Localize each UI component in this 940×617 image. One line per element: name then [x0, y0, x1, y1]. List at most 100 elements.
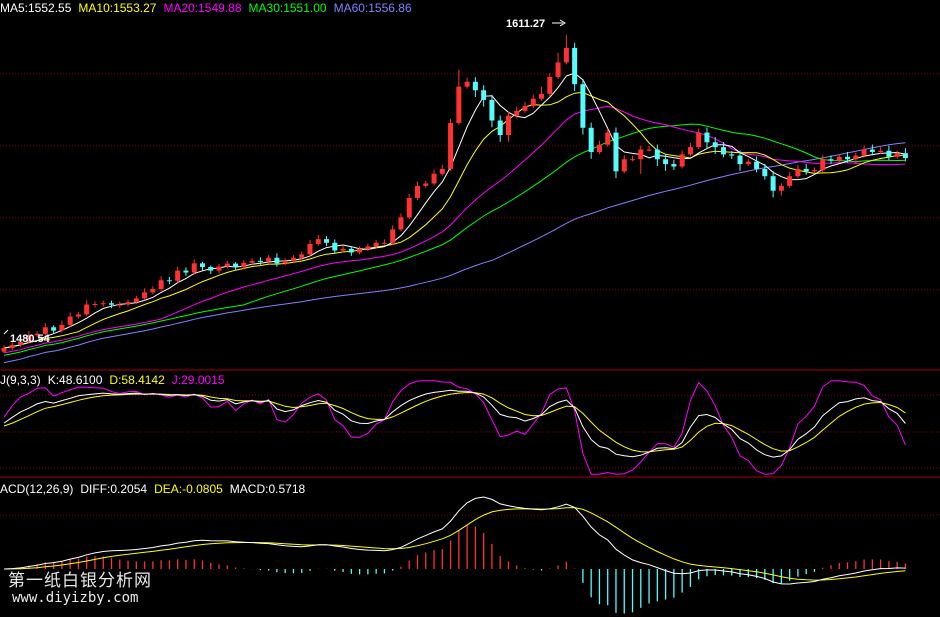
candle-body [431, 173, 437, 184]
candle-body [315, 239, 321, 244]
candle-body [547, 76, 553, 94]
kdj-legend-item-3: J:29.0015 [171, 373, 225, 387]
candle-body [588, 127, 594, 152]
candle-body [158, 280, 164, 289]
kdj-lines [3, 380, 906, 475]
candle-body [125, 302, 131, 305]
candle-body [886, 150, 892, 157]
candle-body [489, 99, 495, 121]
kdj-legend: J(9,3,3) K:48.6100 D:58.4142 J:29.0015 [0, 373, 232, 387]
candle-body [1, 348, 7, 352]
candle-body [845, 156, 851, 160]
candle-body [754, 161, 760, 169]
ma-line-ma30 [3, 123, 906, 356]
candle-body [233, 263, 239, 268]
macd-diff-line [3, 496, 906, 585]
macd-legend: ACD(12,26,9) DIFF:0.2054 DEA:-0.0805 MACD:0… [0, 482, 312, 496]
candle-body [340, 248, 346, 251]
candle-body [448, 122, 454, 169]
candle-body [249, 260, 255, 263]
candle-body [530, 98, 536, 106]
candle-body [869, 149, 875, 152]
candle-body [514, 110, 520, 116]
candle-body [472, 81, 478, 91]
candle-body [456, 86, 462, 123]
candle-body [307, 243, 313, 255]
candle-body [109, 303, 115, 305]
candle-body [365, 246, 371, 250]
main-legend-item-4: MA60:1556.86 [333, 1, 412, 15]
low-annotation: 1480.54 [3, 329, 51, 345]
candle-body [696, 132, 702, 148]
candle-body [505, 115, 511, 136]
candle-body [522, 105, 528, 111]
candle-body [216, 266, 222, 271]
candle-body [555, 62, 561, 77]
main-legend-item-0: MA5:1552.55 [0, 1, 72, 15]
candle-body [332, 242, 338, 251]
high-annotation: 1611.27 [506, 18, 566, 30]
candle-body [324, 239, 330, 243]
candle-body [348, 248, 354, 253]
candle-body [274, 257, 280, 264]
main-legend-item-3: MA30:1551.00 [248, 1, 327, 15]
candle-body [737, 155, 743, 165]
kdj-legend-item-2: D:58.4142 [109, 373, 165, 387]
macd-legend-item-2: DEA:-0.0805 [154, 482, 223, 496]
candle-body [290, 257, 296, 261]
candle-body [142, 292, 148, 299]
candle-body [605, 132, 611, 145]
macd-legend-item-0: ACD(12,26,9) [0, 482, 74, 496]
candle-body [100, 303, 106, 305]
candle-body [720, 147, 726, 155]
macd-dea-line [3, 507, 906, 581]
candle-body [596, 144, 602, 152]
candle-body [811, 170, 817, 172]
candle-body [563, 47, 569, 63]
candle-body [762, 168, 768, 177]
candle-body [67, 316, 73, 325]
candle-body [853, 155, 859, 160]
candle-body [133, 298, 139, 303]
main-legend: MA5:1552.55 MA10:1553.27 MA20:1549.88 MA30:… [0, 1, 419, 15]
candle-body [406, 197, 412, 218]
candle-body [381, 242, 387, 244]
candle-body [572, 47, 578, 85]
kdj-j-line [3, 380, 906, 475]
candle-body [166, 280, 172, 282]
candle-body [42, 327, 48, 334]
main-legend-item-1: MA10:1553.27 [78, 1, 157, 15]
candle-body [704, 132, 710, 143]
candle-body [9, 344, 15, 349]
candle-body [439, 168, 445, 174]
kdj-k-line [3, 389, 906, 458]
candles [1, 35, 908, 354]
candle-body [861, 149, 867, 156]
candle-body [34, 333, 40, 336]
candle-body [175, 270, 181, 281]
candle-body [464, 81, 470, 87]
candle-body [654, 149, 660, 160]
ma-line-ma5 [3, 72, 906, 349]
candle-body [208, 266, 214, 271]
kdj-legend-item-0: J(9,3,3) [0, 373, 41, 387]
candle-body [745, 161, 751, 165]
candle-body [770, 176, 776, 191]
candle-body [778, 185, 784, 191]
kdj-d-line [3, 391, 906, 453]
ma-line-ma10 [3, 91, 906, 349]
macd-panel [3, 496, 907, 614]
candle-body [687, 147, 693, 155]
kdj-legend-item-1: K:48.6100 [47, 373, 103, 387]
candle-body [803, 168, 809, 172]
candle-body [671, 164, 677, 167]
watermark-title: 第一纸白银分析网 [8, 571, 152, 591]
candle-body [646, 149, 652, 151]
candle-body [902, 153, 908, 159]
candle-body [224, 263, 230, 267]
candle-body [630, 159, 636, 161]
candle-body [51, 327, 57, 331]
ma-line-ma60 [3, 142, 906, 364]
candle-body [415, 185, 420, 198]
